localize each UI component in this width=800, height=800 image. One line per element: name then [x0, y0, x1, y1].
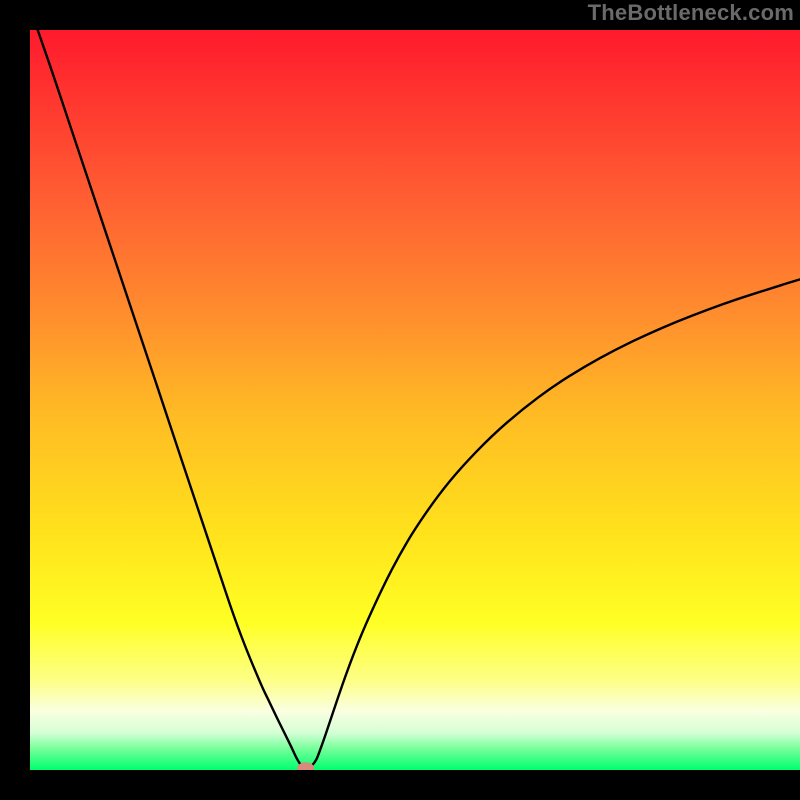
watermark-text: TheBottleneck.com: [588, 0, 794, 26]
plot-area: [30, 30, 800, 770]
bottleneck-curve: [38, 30, 800, 768]
chart-root: { "watermark": { "text": "TheBottleneck.…: [0, 0, 800, 800]
plot-svg: [30, 30, 800, 770]
gradient-background: [30, 30, 800, 770]
optimal-marker: [297, 762, 314, 770]
